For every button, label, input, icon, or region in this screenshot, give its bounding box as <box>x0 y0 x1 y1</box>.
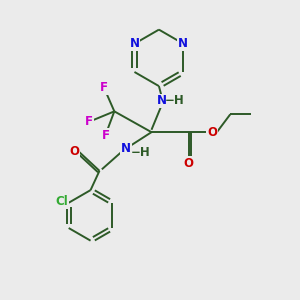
Text: F: F <box>101 129 110 142</box>
Text: −H: −H <box>164 94 184 107</box>
Text: F: F <box>85 115 93 128</box>
Text: N: N <box>157 94 167 107</box>
Text: −H: −H <box>130 146 150 159</box>
Text: N: N <box>121 142 131 155</box>
Text: Cl: Cl <box>56 195 68 208</box>
Text: O: O <box>69 145 79 158</box>
Text: O: O <box>184 157 194 170</box>
Text: N: N <box>130 37 140 50</box>
Text: N: N <box>178 37 188 50</box>
Text: F: F <box>100 81 108 94</box>
Text: O: O <box>207 126 218 139</box>
